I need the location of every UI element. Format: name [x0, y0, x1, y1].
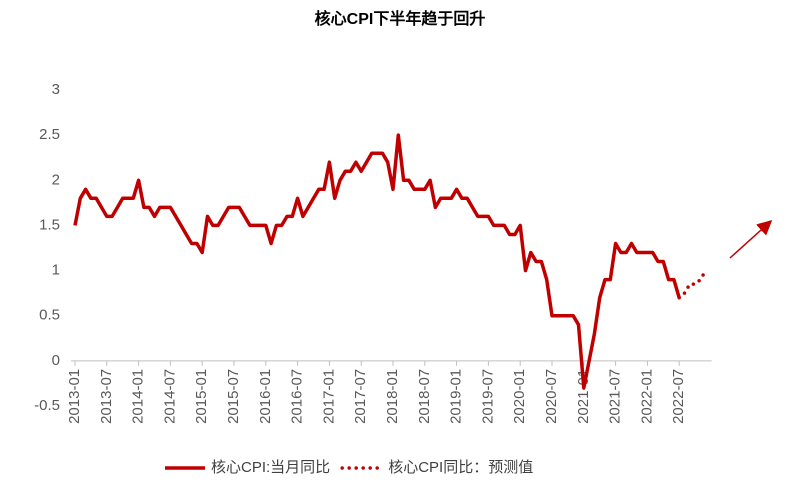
- x-tick-label: 2020-01: [511, 369, 528, 424]
- x-tick-label: 2022-07: [670, 369, 687, 424]
- chart-title: 核心CPI下半年趋于回升: [315, 9, 486, 28]
- x-tick-label: 2014-07: [161, 369, 178, 424]
- legend-label: 核心CPI同比：预测值: [388, 459, 533, 476]
- x-tick-label: 2013-01: [66, 369, 83, 424]
- y-tick-label: -0.5: [34, 397, 60, 414]
- y-tick-label: 1: [52, 262, 60, 279]
- y-tick-label: 2: [52, 171, 60, 188]
- x-tick-label: 2020-07: [543, 369, 560, 424]
- x-tick-label: 2015-01: [193, 369, 210, 424]
- y-tick-label: 1.5: [39, 216, 60, 233]
- y-tick-label: 3: [52, 81, 60, 98]
- x-tick-label: 2018-01: [384, 369, 401, 424]
- x-tick-label: 2022-01: [638, 369, 655, 424]
- y-tick-label: 0.5: [39, 307, 60, 324]
- series-line: [677, 268, 708, 300]
- x-tick-label: 2019-01: [448, 369, 465, 424]
- y-tick-label: 2.5: [39, 126, 60, 143]
- legend-label: 核心CPI:当月同比: [211, 459, 330, 476]
- x-tick-label: 2016-07: [289, 369, 306, 424]
- x-tick-label: 2018-07: [416, 369, 433, 424]
- x-tick-label: 2017-01: [320, 369, 337, 424]
- x-tick-label: 2021-07: [607, 369, 624, 424]
- y-tick-label: 0: [52, 352, 60, 369]
- x-tick-label: 2016-01: [257, 369, 274, 424]
- x-tick-label: 2013-07: [98, 369, 115, 424]
- x-tick-label: 2021-01: [575, 369, 592, 424]
- x-tick-label: 2014-01: [130, 369, 147, 424]
- x-tick-label: 2017-07: [352, 369, 369, 424]
- x-tick-label: 2019-07: [479, 369, 496, 424]
- trend-arrow: [729, 219, 773, 259]
- x-tick-label: 2015-07: [225, 369, 242, 424]
- series-line: [73, 133, 681, 390]
